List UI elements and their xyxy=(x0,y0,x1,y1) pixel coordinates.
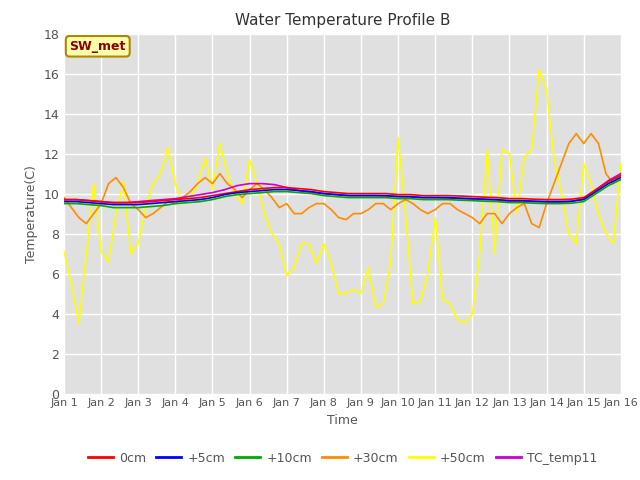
Text: SW_met: SW_met xyxy=(70,40,126,53)
Legend: 0cm, +5cm, +10cm, +30cm, +50cm, TC_temp11: 0cm, +5cm, +10cm, +30cm, +50cm, TC_temp1… xyxy=(83,447,602,469)
Y-axis label: Temperature(C): Temperature(C) xyxy=(25,165,38,263)
X-axis label: Time: Time xyxy=(327,414,358,427)
Title: Water Temperature Profile B: Water Temperature Profile B xyxy=(235,13,450,28)
